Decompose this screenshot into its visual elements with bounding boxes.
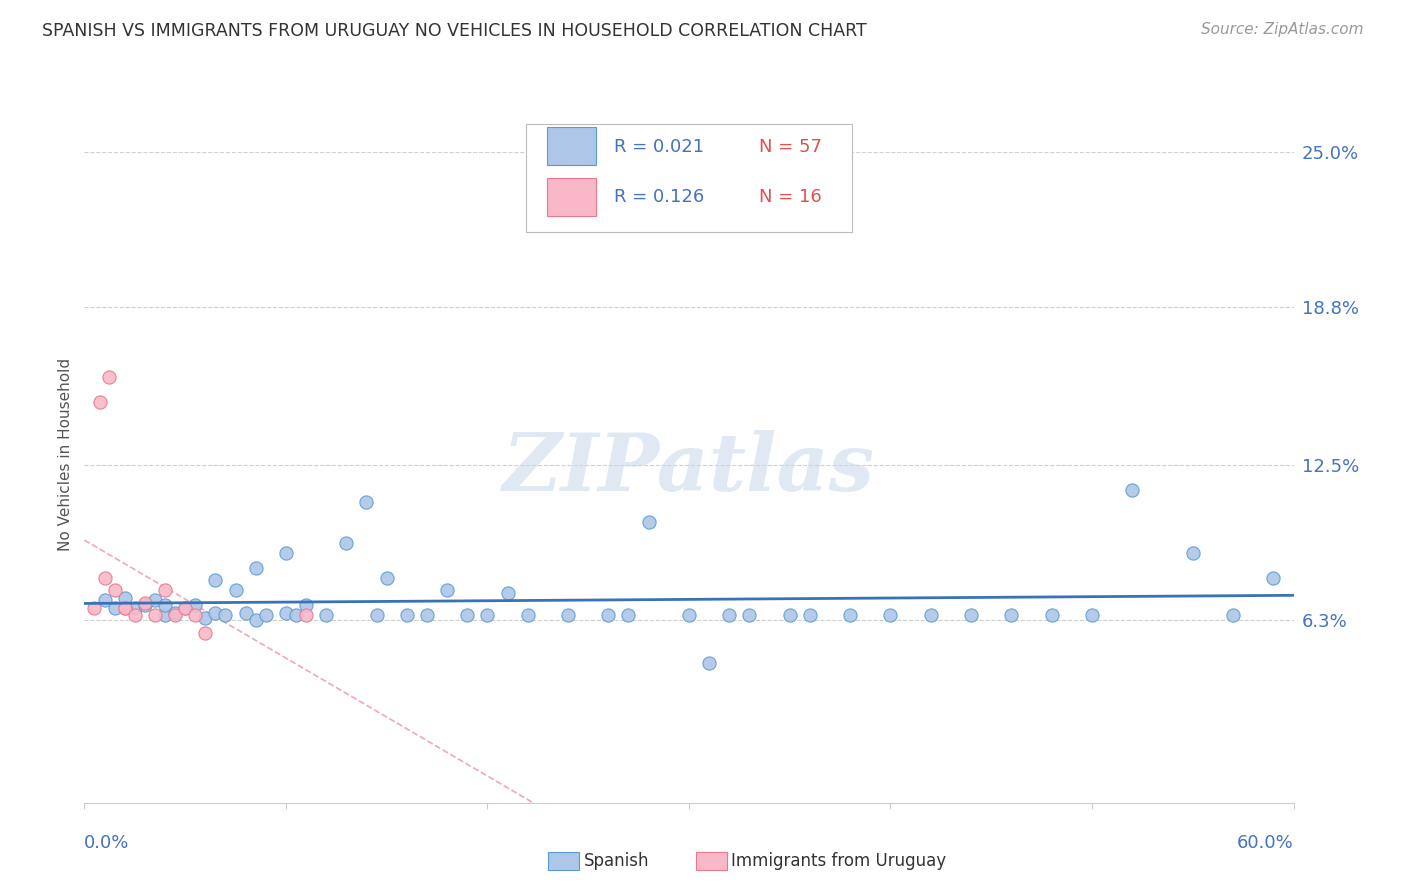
Point: [416, 608, 439, 623]
Point: [245, 560, 267, 574]
Text: N = 57: N = 57: [759, 137, 823, 155]
Point: [799, 608, 821, 623]
Point: [738, 608, 761, 623]
Text: 0.0%: 0.0%: [84, 834, 129, 852]
Text: Immigrants from Uruguay: Immigrants from Uruguay: [731, 852, 946, 870]
Point: [274, 545, 297, 559]
Point: [920, 608, 942, 623]
Point: [839, 608, 862, 623]
Point: [124, 608, 146, 623]
Point: [204, 573, 226, 587]
Point: [1263, 570, 1285, 584]
Point: [204, 606, 226, 620]
Point: [395, 608, 418, 623]
Bar: [547, 178, 596, 216]
Point: [1000, 608, 1022, 623]
Point: [93, 593, 115, 607]
Point: [134, 596, 156, 610]
Point: [1222, 608, 1244, 623]
Point: [617, 608, 640, 623]
Point: [879, 608, 901, 623]
Point: [165, 606, 187, 620]
Point: [456, 608, 478, 623]
Point: [1081, 608, 1104, 623]
Point: [1040, 608, 1063, 623]
Point: [89, 395, 111, 409]
Point: [143, 608, 166, 623]
Point: [184, 598, 207, 612]
Point: [97, 370, 120, 384]
Point: [153, 598, 176, 612]
Point: [516, 608, 538, 623]
Point: [366, 608, 388, 623]
Point: [114, 600, 136, 615]
Point: [184, 608, 207, 623]
Text: SPANISH VS IMMIGRANTS FROM URUGUAY NO VEHICLES IN HOUSEHOLD CORRELATION CHART: SPANISH VS IMMIGRANTS FROM URUGUAY NO VE…: [42, 22, 868, 40]
FancyBboxPatch shape: [526, 124, 852, 232]
Point: [697, 656, 720, 670]
Point: [557, 608, 579, 623]
Point: [194, 625, 217, 640]
Point: [114, 600, 136, 615]
Text: R = 0.126: R = 0.126: [614, 188, 704, 206]
Text: N = 16: N = 16: [759, 188, 823, 206]
Point: [104, 583, 127, 598]
Point: [598, 608, 620, 623]
Bar: [547, 128, 596, 165]
Point: [274, 606, 297, 620]
Point: [436, 583, 458, 598]
Point: [194, 610, 217, 624]
Text: R = 0.021: R = 0.021: [614, 137, 704, 155]
Point: [245, 613, 267, 627]
Point: [960, 608, 983, 623]
Point: [83, 600, 105, 615]
Point: [174, 600, 197, 615]
Point: [165, 608, 187, 623]
Point: [124, 600, 146, 615]
Point: [678, 608, 700, 623]
Point: [153, 608, 176, 623]
Point: [214, 608, 236, 623]
Point: [104, 600, 127, 615]
Point: [284, 608, 308, 623]
Point: [1181, 545, 1204, 559]
Point: [335, 535, 357, 549]
Text: 60.0%: 60.0%: [1237, 834, 1294, 852]
Point: [718, 608, 741, 623]
Text: ZIPatlas: ZIPatlas: [503, 430, 875, 508]
Point: [477, 608, 499, 623]
Text: Spanish: Spanish: [583, 852, 650, 870]
Point: [637, 516, 659, 530]
Point: [174, 600, 197, 615]
Point: [153, 583, 176, 598]
Point: [375, 570, 398, 584]
Point: [93, 570, 115, 584]
Point: [295, 598, 318, 612]
Text: Source: ZipAtlas.com: Source: ZipAtlas.com: [1201, 22, 1364, 37]
Point: [143, 593, 166, 607]
Point: [134, 598, 156, 612]
Point: [496, 585, 519, 599]
Y-axis label: No Vehicles in Household: No Vehicles in Household: [58, 359, 73, 551]
Point: [254, 608, 277, 623]
Point: [779, 608, 801, 623]
Point: [295, 608, 318, 623]
Point: [315, 608, 337, 623]
Point: [356, 495, 378, 509]
Point: [235, 606, 257, 620]
Point: [114, 591, 136, 605]
Point: [225, 583, 247, 598]
Point: [1121, 483, 1143, 497]
